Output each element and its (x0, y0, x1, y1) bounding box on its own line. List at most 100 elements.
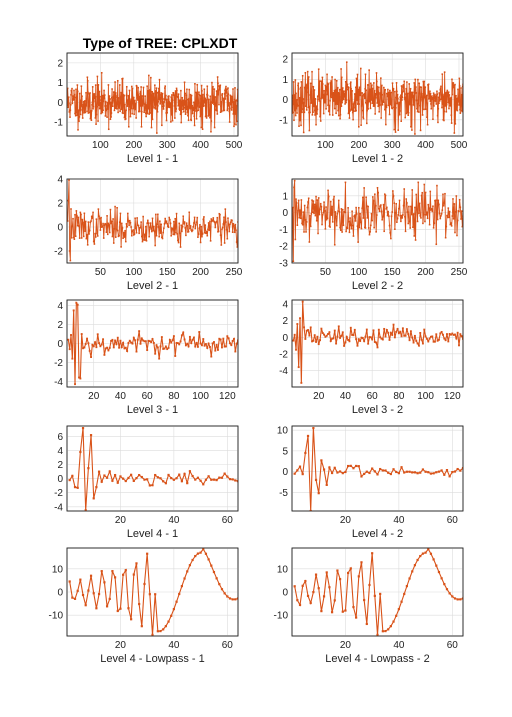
data-point (431, 335, 434, 338)
plot-area (66, 425, 239, 512)
data-point (369, 107, 372, 110)
data-point (381, 93, 383, 96)
data-point (205, 99, 207, 101)
data-point (395, 470, 398, 474)
data-point (447, 207, 450, 209)
data-point (460, 87, 462, 89)
data-point (210, 130, 212, 133)
data-point (174, 90, 177, 92)
data-point (78, 116, 81, 118)
data-point (427, 91, 430, 94)
data-point (159, 103, 161, 105)
x-axis-label: Level 1 - 1 (127, 153, 178, 165)
data-point (173, 233, 176, 236)
data-point (78, 237, 81, 239)
data-point (414, 78, 417, 81)
data-point (336, 102, 338, 104)
data-point (373, 341, 376, 343)
data-point (142, 100, 144, 103)
data-point (123, 347, 126, 350)
data-point (421, 552, 425, 555)
data-point (198, 91, 200, 94)
data-point (347, 112, 350, 115)
data-point (229, 94, 232, 97)
data-point (171, 339, 174, 342)
data-point (356, 92, 358, 94)
data-point (451, 215, 454, 217)
data-point (152, 341, 155, 344)
data-point (381, 338, 384, 341)
data-point (430, 107, 433, 110)
data-point (298, 109, 301, 112)
data-point (202, 483, 205, 486)
data-point (361, 207, 363, 210)
data-point (364, 97, 366, 99)
data-point (187, 230, 190, 233)
data-point (342, 97, 344, 100)
data-point (298, 465, 302, 468)
data-point (159, 232, 162, 234)
data-point (389, 92, 391, 95)
data-point (221, 346, 223, 349)
data-point (412, 213, 415, 215)
data-point (313, 105, 315, 108)
data-point (86, 76, 89, 79)
data-point (105, 476, 109, 479)
data-point (293, 119, 295, 122)
data-point (430, 209, 432, 211)
data-point (81, 427, 85, 430)
data-point (148, 484, 151, 487)
data-point (69, 259, 72, 262)
data-point (177, 239, 179, 242)
data-point (296, 224, 299, 227)
data-point (393, 202, 395, 204)
data-point (366, 122, 368, 125)
y-tick-label: -4 (279, 366, 288, 377)
data-point (202, 218, 205, 221)
data-point (456, 219, 459, 222)
data-point (301, 300, 304, 303)
data-point (314, 214, 317, 217)
data-point (128, 219, 131, 222)
data-point (84, 107, 86, 110)
data-point (365, 470, 368, 473)
data-point (122, 573, 125, 576)
data-point (102, 94, 105, 97)
data-point (91, 101, 94, 104)
data-point (188, 564, 192, 567)
data-point (309, 111, 311, 114)
data-point (411, 471, 414, 474)
data-point (158, 87, 160, 90)
data-point (188, 335, 191, 338)
data-point (350, 88, 352, 90)
data-point (322, 468, 326, 471)
x-tick-label: 20 (340, 515, 352, 526)
data-point (155, 234, 158, 237)
series (292, 179, 463, 263)
data-point (231, 219, 233, 222)
data-point (94, 232, 96, 235)
data-point (455, 109, 458, 111)
data-point (400, 220, 402, 223)
data-point (341, 231, 343, 233)
data-point (197, 109, 200, 112)
data-point (170, 477, 173, 480)
data-point (197, 233, 200, 235)
data-point (190, 342, 193, 344)
data-point (211, 81, 213, 84)
data-point (447, 91, 450, 93)
data-point (98, 215, 100, 218)
data-point (68, 102, 70, 105)
x-tick-label: 120 (219, 391, 236, 402)
data-point (160, 92, 163, 95)
data-point (207, 115, 210, 117)
y-tick-label: 0 (282, 588, 288, 599)
data-point (108, 597, 111, 601)
data-point (74, 213, 76, 216)
data-point (145, 115, 147, 118)
data-point (169, 106, 171, 109)
data-point (235, 104, 238, 107)
data-point (178, 222, 181, 225)
